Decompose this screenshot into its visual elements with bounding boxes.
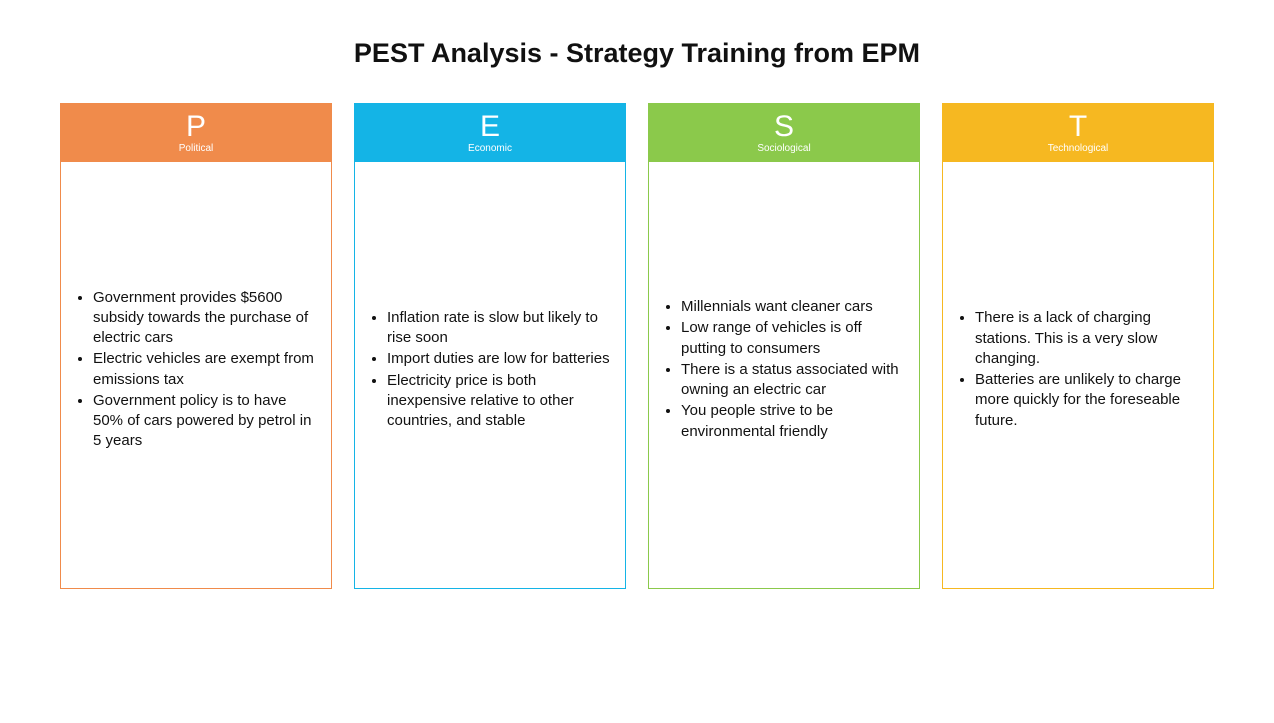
card-subtitle: Political — [65, 143, 327, 154]
card-header-economic: E Economic — [355, 104, 625, 162]
pest-grid: P Political Government provides $5600 su… — [0, 103, 1274, 589]
card-subtitle: Sociological — [653, 143, 915, 154]
card-header-sociological: S Sociological — [649, 104, 919, 162]
item-list: Government provides $5600 subsidy toward… — [75, 288, 317, 453]
list-item: Import duties are low for batteries — [387, 349, 611, 369]
card-letter: P — [65, 110, 327, 143]
card-sociological: S Sociological Millennials want cleaner … — [648, 103, 920, 589]
list-item: Government policy is to have 50% of cars… — [93, 391, 317, 452]
card-subtitle: Technological — [947, 143, 1209, 154]
list-item: There is a status associated with owning… — [681, 360, 905, 401]
card-body-sociological: Millennials want cleaner cars Low range … — [649, 162, 919, 588]
card-body-economic: Inflation rate is slow but likely to ris… — [355, 162, 625, 588]
card-body-political: Government provides $5600 subsidy toward… — [61, 162, 331, 588]
list-item: Government provides $5600 subsidy toward… — [93, 288, 317, 349]
list-item: Inflation rate is slow but likely to ris… — [387, 308, 611, 349]
list-item: Electricity price is both inexpensive re… — [387, 371, 611, 432]
list-item: You people strive to be environmental fr… — [681, 401, 905, 442]
list-item: Electric vehicles are exempt from emissi… — [93, 349, 317, 390]
card-header-technological: T Technological — [943, 104, 1213, 162]
list-item: There is a lack of charging stations. Th… — [975, 308, 1199, 369]
page-title: PEST Analysis - Strategy Training from E… — [0, 38, 1274, 69]
card-header-political: P Political — [61, 104, 331, 162]
item-list: Millennials want cleaner cars Low range … — [663, 297, 905, 443]
card-political: P Political Government provides $5600 su… — [60, 103, 332, 589]
card-technological: T Technological There is a lack of charg… — [942, 103, 1214, 589]
item-list: Inflation rate is slow but likely to ris… — [369, 308, 611, 433]
list-item: Millennials want cleaner cars — [681, 297, 905, 317]
card-subtitle: Economic — [359, 143, 621, 154]
card-letter: T — [947, 110, 1209, 143]
item-list: There is a lack of charging stations. Th… — [957, 308, 1199, 432]
list-item: Low range of vehicles is off putting to … — [681, 318, 905, 359]
card-body-technological: There is a lack of charging stations. Th… — [943, 162, 1213, 588]
card-letter: E — [359, 110, 621, 143]
card-letter: S — [653, 110, 915, 143]
card-economic: E Economic Inflation rate is slow but li… — [354, 103, 626, 589]
list-item: Batteries are unlikely to charge more qu… — [975, 370, 1199, 431]
